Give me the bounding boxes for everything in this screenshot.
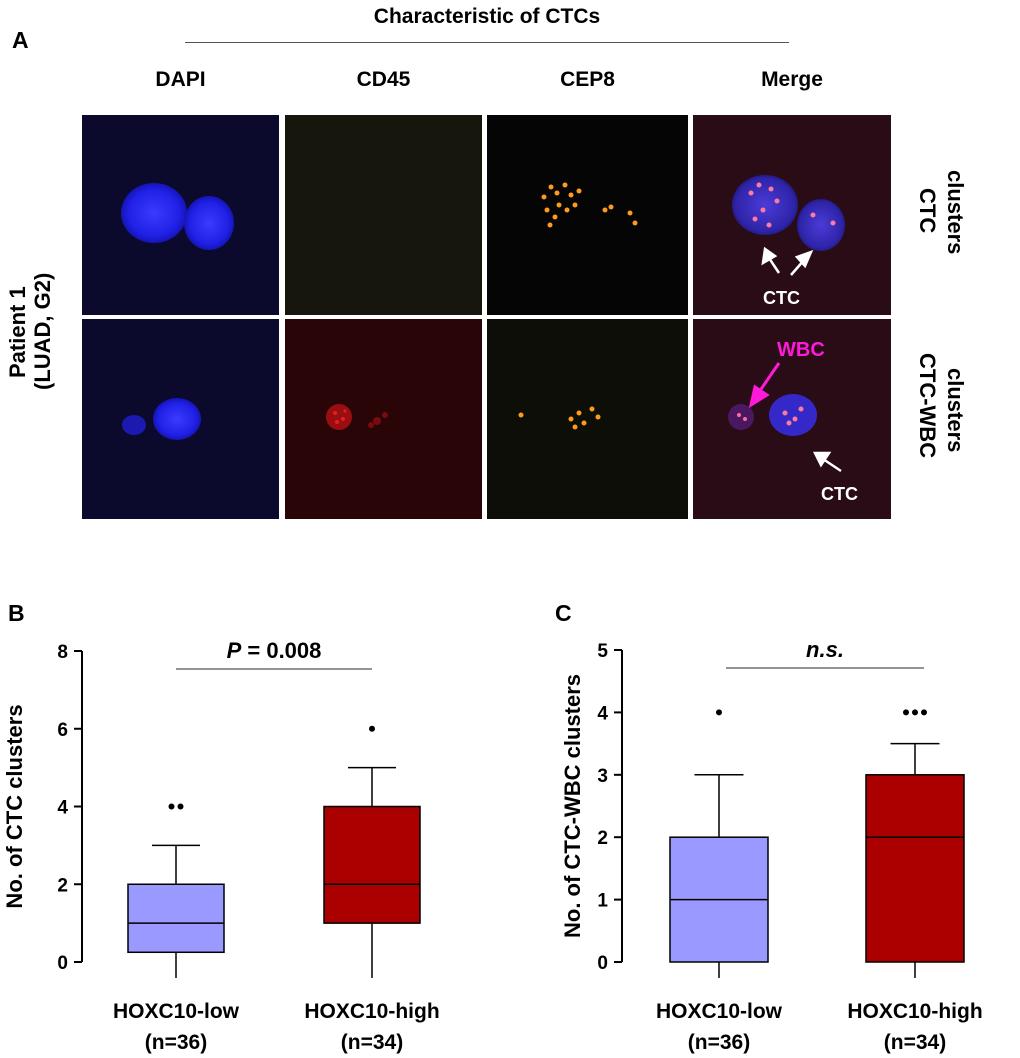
outlier-point xyxy=(921,709,927,716)
y-tick-label: 0 xyxy=(597,953,608,974)
patient-label-line2: (LUAD, G2) xyxy=(30,272,55,390)
outlier-point xyxy=(168,803,175,810)
panel-c-letter: C xyxy=(555,600,572,626)
box xyxy=(127,883,225,954)
panel-a-letter: A xyxy=(12,27,29,53)
y-tick-label: 6 xyxy=(57,720,68,741)
category-label: HOXC10-high xyxy=(847,1000,982,1023)
row-label-ctc-wbc-clusters-line2: clusters xyxy=(943,368,968,453)
micrograph-merge-ctc-clusters: CTC xyxy=(693,115,891,315)
box-plot-ctc-clusters: 0 2 4 6 8 No. of CTC clusters HOXC10-low (n=36)… xyxy=(2,638,440,1054)
panel-b-letter: B xyxy=(8,600,25,626)
column-header-cd45: CD45 xyxy=(356,68,411,91)
y-tick-label: 4 xyxy=(597,703,608,724)
outlier-point xyxy=(369,725,375,732)
y-tick-label: 4 xyxy=(57,798,68,819)
y-tick-label: 3 xyxy=(597,766,608,787)
micrograph-cd45-ctc-wbc-clusters xyxy=(285,319,482,519)
category-sublabel: (n=34) xyxy=(884,1031,946,1054)
y-tick-label: 5 xyxy=(597,641,608,662)
micrograph-cd45-ctc-clusters xyxy=(285,115,482,315)
category-label: HOXC10-low xyxy=(113,1000,240,1023)
micrograph-dapi-ctc-wbc-clusters xyxy=(82,319,279,519)
box xyxy=(865,774,965,963)
micrograph-cep8-ctc-clusters xyxy=(487,115,688,315)
significance-label: n.s. xyxy=(806,637,844,662)
column-header-dapi: DAPI xyxy=(155,68,206,91)
y-tick-label: 0 xyxy=(57,953,68,974)
category-label: HOXC10-high xyxy=(304,1000,439,1023)
y-tick-label: 2 xyxy=(597,828,608,849)
annotation-wbc: WBC xyxy=(777,339,825,361)
column-header-cep8: CEP8 xyxy=(560,68,615,91)
row-label-ctc-wbc-clusters-line1: CTC-WBC xyxy=(915,353,940,459)
patient-label-line1: Patient 1 xyxy=(5,286,30,378)
panel-a-title-rule xyxy=(185,42,789,43)
column-header-merge: Merge xyxy=(761,68,823,91)
outlier-point xyxy=(912,709,918,716)
y-axis-label: No. of CTC clusters xyxy=(2,704,27,908)
panel-a-title: Characteristic of CTCs xyxy=(373,5,601,28)
micrograph-cep8-ctc-wbc-clusters xyxy=(487,319,688,519)
outlier-point xyxy=(716,709,722,716)
y-axis-label: No. of CTC-WBC clusters xyxy=(560,674,585,938)
annotation-ctc-row2: CTC xyxy=(821,484,858,504)
outlier-point xyxy=(177,803,184,810)
annotation-ctc-row1: CTC xyxy=(763,288,800,308)
y-tick-label: 1 xyxy=(597,891,608,912)
outlier-point xyxy=(903,709,909,716)
category-sublabel: (n=36) xyxy=(688,1031,750,1054)
category-sublabel: (n=36) xyxy=(145,1031,207,1054)
box-plot-ctc-wbc-clusters: 0 1 2 3 4 5 No. of CTC-WBC clusters HOXC10-low (… xyxy=(560,637,983,1054)
micrograph-merge-ctc-wbc-clusters: WBC CTC xyxy=(693,319,891,519)
row-label-ctc-clusters-line2: clusters xyxy=(943,170,968,255)
box xyxy=(323,805,421,924)
micrograph-dapi-ctc-clusters xyxy=(82,115,279,315)
category-label: HOXC10-low xyxy=(656,1000,783,1023)
y-tick-label: 2 xyxy=(57,875,68,896)
significance-label: P = 0.008 xyxy=(227,638,322,663)
y-tick-label: 8 xyxy=(57,642,68,663)
category-sublabel: (n=34) xyxy=(341,1031,403,1054)
row-label-ctc-clusters-line1: CTC xyxy=(915,188,940,234)
